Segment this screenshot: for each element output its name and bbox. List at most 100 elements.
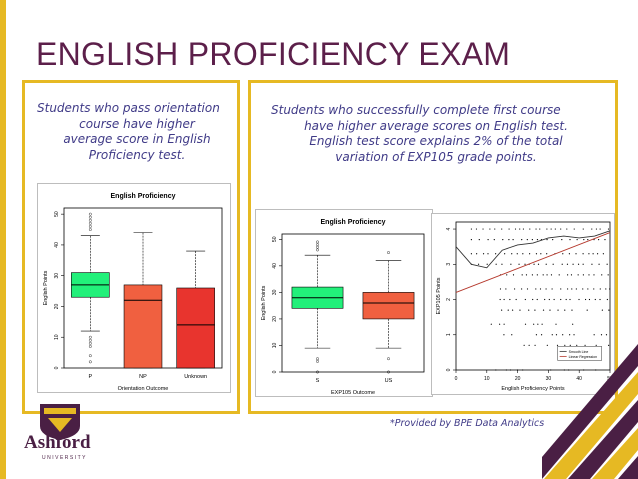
- outlier-point: [316, 357, 319, 361]
- linear-regression-line: [455, 232, 611, 293]
- y-tick-label: 40: [54, 242, 60, 248]
- scatter-point: [516, 253, 518, 255]
- scatter-point: [582, 288, 584, 290]
- scatter-point: [563, 369, 565, 371]
- scatter-point: [508, 228, 510, 230]
- scatter-point: [536, 274, 538, 276]
- y-tick-label: 50: [54, 211, 60, 217]
- scatter-point: [588, 274, 590, 276]
- scatter-point: [494, 228, 496, 230]
- scatter-point: [594, 298, 596, 301]
- y-tick-label: 1: [446, 333, 452, 336]
- scatter-point: [550, 228, 552, 230]
- y-tick-label: 2: [446, 298, 452, 301]
- left-caption-line-4: Proficiency test.: [88, 147, 186, 162]
- y-axis-label: English Points: [261, 285, 267, 320]
- legend-label-regression: Linear Regression: [569, 355, 597, 359]
- x-tick-label: 40: [576, 376, 582, 382]
- scatter-point: [544, 298, 546, 301]
- scatter-point: [513, 288, 516, 290]
- scatter-point: [554, 228, 556, 230]
- scatter-point: [568, 369, 570, 371]
- scatter-point: [546, 253, 548, 255]
- logo-name: Ashford: [24, 432, 91, 453]
- plot-area: [281, 233, 425, 373]
- scatter-point: [562, 334, 564, 336]
- scatter-point: [575, 253, 577, 255]
- y-axis-label: English Points: [43, 270, 49, 305]
- scatter-point: [519, 228, 521, 230]
- scatter-point: [514, 228, 517, 230]
- scatter-point: [542, 309, 545, 311]
- scatter-point: [507, 309, 509, 311]
- scatter-point: [536, 298, 538, 301]
- scatter-point: [505, 288, 507, 290]
- left-caption: Students who pass orientation course hav…: [37, 101, 237, 163]
- scatter-point: [475, 228, 478, 230]
- scatter-point: [550, 274, 553, 276]
- scatter-point: [575, 288, 577, 290]
- scatter-point: [532, 298, 534, 301]
- y-tick-label: 40: [272, 263, 278, 269]
- scatter-point: [588, 298, 591, 301]
- scatter-point: [510, 263, 512, 265]
- y-tick-label: 0: [272, 370, 278, 373]
- scatter-point: [499, 288, 502, 290]
- outlier-point: [316, 240, 319, 244]
- logo-subtitle: UNIVERSITY: [42, 455, 88, 461]
- outlier-point: [88, 221, 92, 225]
- scatter-point: [560, 298, 562, 301]
- y-axis-label: EXP105 Points: [436, 277, 442, 314]
- scatter-point: [548, 298, 550, 301]
- scatter-point: [535, 253, 538, 255]
- scatter-point: [569, 344, 571, 346]
- scatter-point: [541, 323, 543, 325]
- x-axis-label: EXP105 Outcome: [331, 390, 375, 396]
- scatter-point: [524, 263, 526, 265]
- scatter-point: [551, 334, 553, 336]
- scatter-point: [535, 228, 537, 230]
- scatter-point: [509, 298, 511, 301]
- x-tick-label: NP: [139, 374, 147, 380]
- outlier-point: [316, 245, 319, 249]
- scatter-point: [593, 334, 595, 336]
- outlier-point: [316, 359, 319, 363]
- scatter-point: [535, 334, 538, 336]
- scatter-point: [525, 274, 528, 276]
- scatter-point: [569, 239, 571, 241]
- x-tick-label: 0: [455, 376, 458, 382]
- scatter-point: [505, 369, 507, 371]
- scatter-point: [571, 288, 573, 290]
- x-tick-label: P: [88, 374, 92, 380]
- scatter-point: [576, 344, 578, 346]
- scatter-point: [503, 298, 505, 301]
- left-panel: Students who pass orientation course hav…: [22, 80, 240, 414]
- y-tick-label: 30: [54, 273, 60, 279]
- orientation-boxplot: English Proficiency 0 10 20 30 40 50 P NP Unknown…: [43, 193, 223, 392]
- scatter-point: [553, 298, 555, 301]
- accent-bar: [0, 0, 6, 479]
- scatter-point: [570, 274, 573, 276]
- scatter-point: [591, 263, 593, 265]
- scatter-point: [490, 323, 492, 325]
- legend-label-smooth: Smooth Line: [569, 350, 589, 354]
- scatter-point: [606, 263, 608, 265]
- scatter-point: [572, 323, 574, 325]
- scatter-point: [495, 253, 497, 255]
- legend-box: [557, 346, 602, 361]
- scatter-point: [582, 253, 584, 255]
- y-tick-label: 3: [446, 263, 452, 266]
- scatter-point: [522, 228, 525, 230]
- x-tick-label: S: [316, 378, 320, 384]
- scatter-point: [511, 253, 513, 255]
- scatter-point: [546, 228, 548, 230]
- scatter-point: [531, 239, 533, 241]
- scatter-point: [556, 344, 559, 346]
- scatter-point: [509, 369, 512, 371]
- box-us: [362, 292, 415, 320]
- scatter-point: [537, 323, 539, 325]
- scatter-point: [540, 334, 543, 336]
- scatter-point: [499, 323, 501, 325]
- scatter-point: [503, 323, 505, 325]
- scatter-point: [607, 344, 610, 346]
